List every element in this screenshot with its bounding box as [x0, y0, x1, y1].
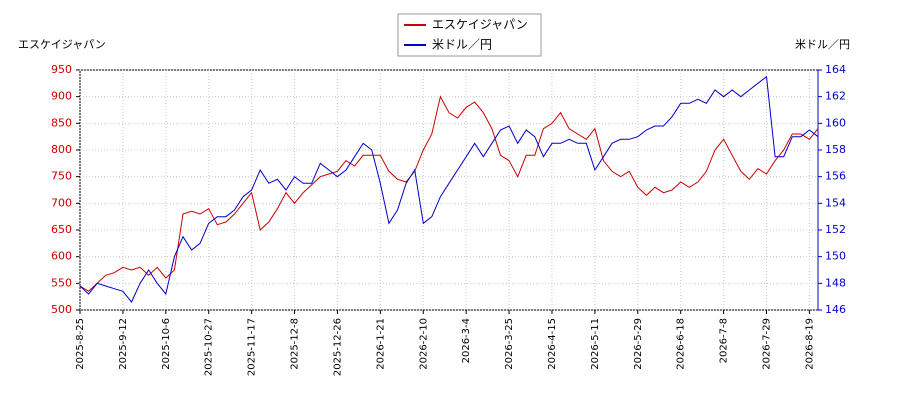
x-tick-label: 2026-7-8 [719, 318, 730, 363]
x-tick-label: 2025-10-6 [161, 318, 172, 370]
x-tick-label: 2025-9-12 [118, 318, 129, 370]
x-tick-label: 2026-5-11 [590, 318, 601, 370]
x-tick-label: 2026-7-29 [762, 318, 773, 370]
y-tick-label: 900 [51, 90, 72, 103]
x-tick-label: 2026-3-4 [461, 318, 472, 363]
y2-tick-label: 162 [825, 90, 846, 103]
y-tick-label: 550 [51, 276, 72, 289]
y-tick-label: 800 [51, 143, 72, 156]
y2-tick-label: 146 [825, 303, 846, 316]
x-tick-label: 2026-6-18 [676, 318, 687, 370]
y-tick-label: 950 [51, 63, 72, 76]
y-tick-label: 700 [51, 196, 72, 209]
y2-tick-label: 148 [825, 276, 846, 289]
x-tick-label: 2026-1-21 [375, 318, 386, 370]
y2-tick-label: 158 [825, 143, 846, 156]
y-axis-label: エスケイジャパン [18, 38, 106, 51]
x-tick-label: 2026-4-15 [547, 318, 558, 370]
series-line [79, 95, 819, 292]
y2-tick-label: 154 [825, 196, 846, 209]
y2-tick-label: 160 [825, 116, 846, 129]
y2-tick-label: 152 [825, 223, 846, 236]
y-tick-label: 500 [51, 303, 72, 316]
y2-tick-label: 156 [825, 170, 846, 183]
x-tick-label: 2026-2-10 [418, 318, 429, 370]
x-tick-label: 2026-3-25 [504, 318, 515, 370]
y-tick-label: 650 [51, 223, 72, 236]
plot-frame [79, 69, 819, 311]
x-tick-label: 2025-11-17 [247, 318, 258, 376]
legend-box [397, 13, 542, 57]
x-tick-label: 2025-10-27 [204, 318, 215, 376]
legend-label: 米ドル／円 [432, 38, 492, 52]
x-tick-label: 2025-12-8 [290, 318, 301, 370]
x-tick-label: 2026-5-29 [633, 318, 644, 370]
y-tick-label: 750 [51, 170, 72, 183]
legend-label: エスケイジャパン [432, 18, 528, 32]
y2-tick-label: 150 [825, 250, 846, 263]
y-tick-label: 600 [51, 250, 72, 263]
y2-axis-label: 米ドル／円 [795, 38, 850, 51]
x-tick-label: 2026-8-19 [804, 318, 815, 370]
y2-tick-label: 164 [825, 63, 846, 76]
x-tick-label: 2025-8-25 [75, 318, 86, 370]
x-tick-label: 2025-12-26 [332, 318, 343, 376]
series-line [79, 75, 819, 303]
y-tick-label: 850 [51, 116, 72, 129]
